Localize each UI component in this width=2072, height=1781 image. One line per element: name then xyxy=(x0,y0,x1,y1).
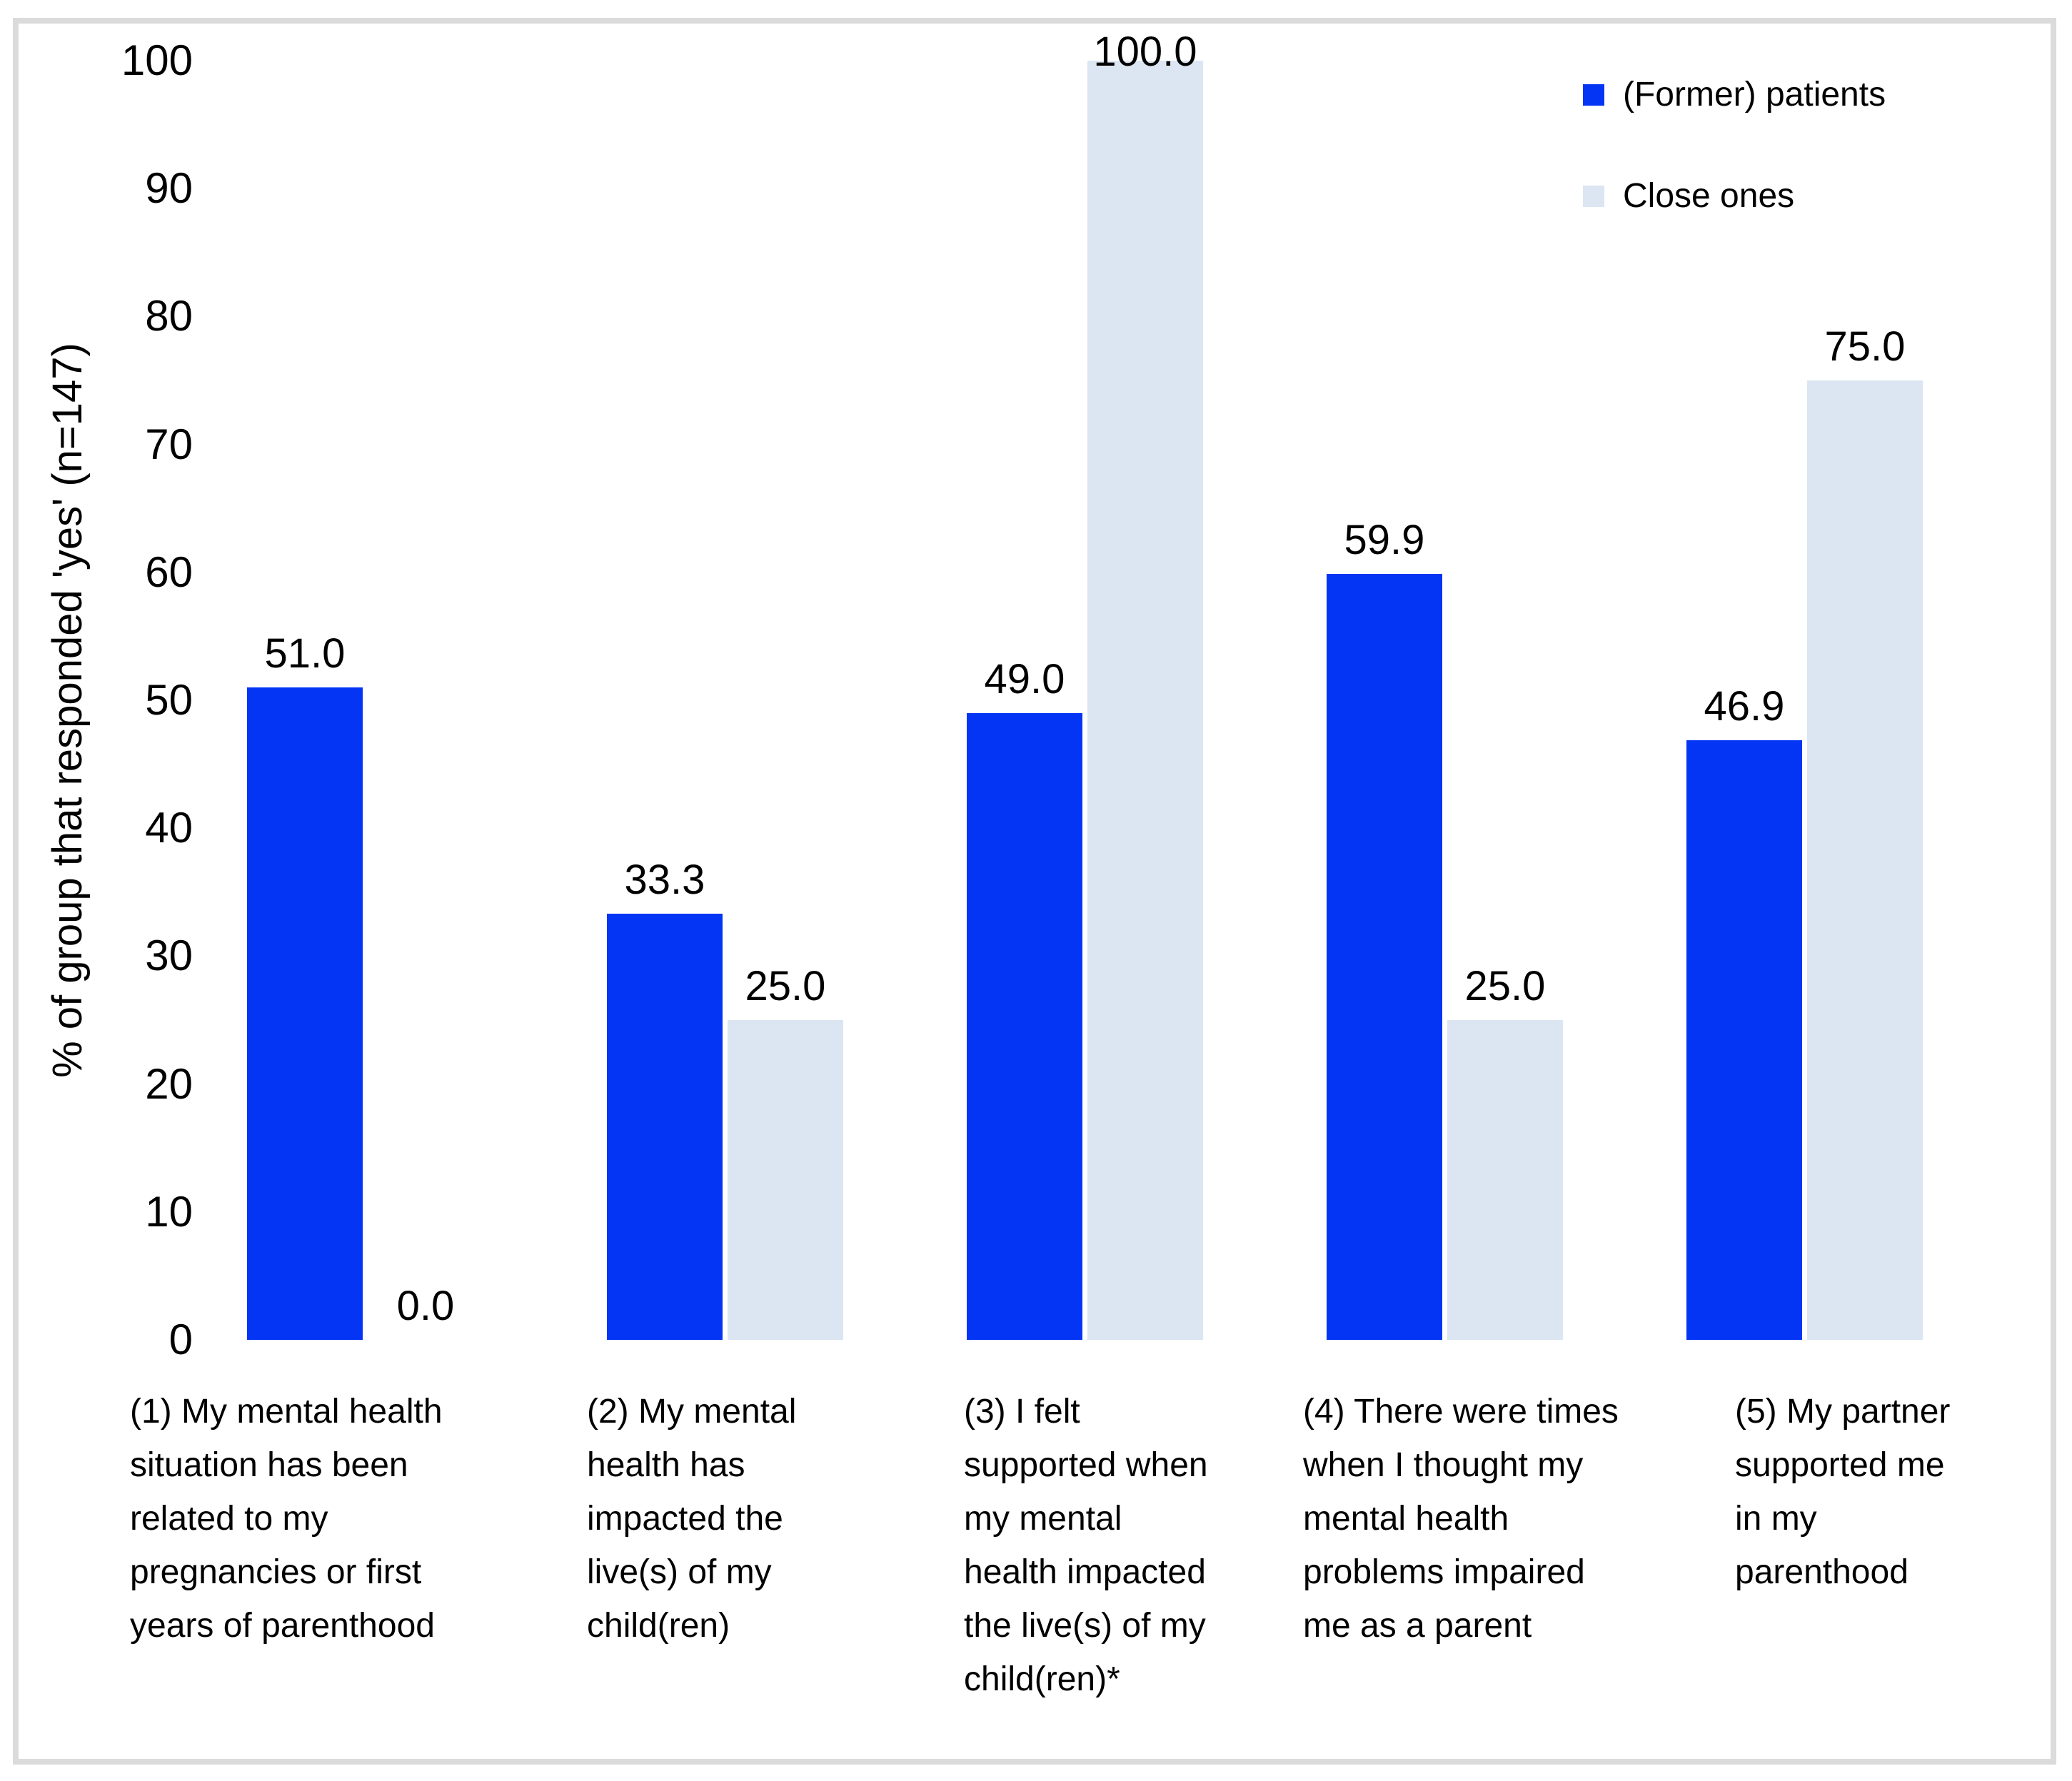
y-axis-tick: 70 xyxy=(145,420,193,468)
legend-item-former-patients: (Former) patients xyxy=(1583,74,1886,116)
bar-data-label: 49.0 xyxy=(984,656,1065,702)
bar-data-label: 75.0 xyxy=(1824,323,1906,370)
bar-former-patients xyxy=(1327,574,1442,1340)
bar-former-patients xyxy=(1686,740,1802,1340)
category-label: (4) There were times when I thought my m… xyxy=(1303,1393,1619,1645)
legend-swatch-former-patients xyxy=(1583,84,1604,106)
y-axis-tick: 10 xyxy=(145,1187,193,1236)
bar-former-patients xyxy=(967,713,1082,1340)
bar-data-label: 25.0 xyxy=(1464,963,1546,1009)
bar-former-patients xyxy=(247,687,363,1340)
bar-data-label: 25.0 xyxy=(745,963,826,1009)
bar-data-label: 51.0 xyxy=(264,630,346,677)
bar-data-label: 59.9 xyxy=(1344,517,1425,563)
y-axis-tick: 20 xyxy=(145,1059,193,1108)
bar-data-label: 33.3 xyxy=(624,857,705,903)
bar-close-ones xyxy=(1087,61,1203,1340)
y-axis-tick: 60 xyxy=(145,548,193,596)
legend-swatch-close-ones xyxy=(1583,186,1604,207)
legend-label-former-patients: (Former) patients xyxy=(1623,76,1886,113)
y-axis-tick: 80 xyxy=(145,292,193,340)
category-label: (1) My mental health situation has been … xyxy=(130,1393,443,1645)
category-label: (2) My mental health has impacted the li… xyxy=(587,1393,797,1645)
legend-item-close-ones: Close ones xyxy=(1583,175,1794,218)
category-label: (3) I felt supported when my mental heal… xyxy=(964,1393,1208,1698)
y-axis-tick: 50 xyxy=(145,676,193,724)
bar-data-label: 100.0 xyxy=(1093,29,1197,75)
legend-label-close-ones: Close ones xyxy=(1623,177,1795,215)
y-axis-tick: 40 xyxy=(145,804,193,852)
bar-data-label: 46.9 xyxy=(1704,683,1785,730)
bar-close-ones xyxy=(1807,380,1923,1340)
bar-data-label: 0.0 xyxy=(396,1283,455,1329)
bar-close-ones xyxy=(728,1020,843,1340)
y-axis-tick: 30 xyxy=(145,932,193,980)
y-axis-tick: 100 xyxy=(121,36,193,84)
category-label: (5) My partner supported me in my parent… xyxy=(1735,1393,1951,1591)
y-axis-tick: 90 xyxy=(145,164,193,213)
y-axis-tick: 0 xyxy=(169,1316,193,1363)
bar-former-patients xyxy=(607,914,723,1340)
bar-close-ones xyxy=(1447,1020,1563,1340)
